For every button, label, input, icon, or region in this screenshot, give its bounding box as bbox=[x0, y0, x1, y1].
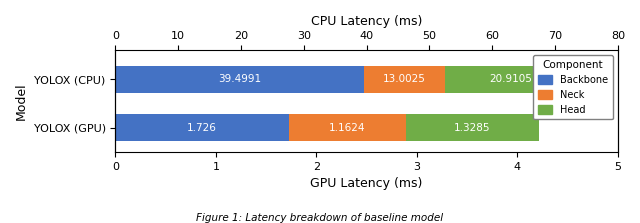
Bar bbox=[406, 114, 540, 141]
Bar bbox=[115, 114, 289, 141]
Bar bbox=[445, 66, 577, 93]
X-axis label: GPU Latency (ms): GPU Latency (ms) bbox=[310, 177, 423, 190]
Text: 1.3285: 1.3285 bbox=[454, 123, 491, 133]
Bar bbox=[289, 114, 406, 141]
Bar bbox=[115, 66, 364, 93]
Text: 20.9105: 20.9105 bbox=[490, 74, 532, 84]
Text: 1.1624: 1.1624 bbox=[329, 123, 365, 133]
Bar bbox=[364, 66, 445, 93]
Text: Figure 1: Latency breakdown of baseline model: Figure 1: Latency breakdown of baseline … bbox=[196, 213, 444, 223]
Text: 13.0025: 13.0025 bbox=[383, 74, 426, 84]
Y-axis label: Model: Model bbox=[15, 82, 28, 120]
Legend: Backbone, Neck, Head: Backbone, Neck, Head bbox=[533, 55, 613, 120]
X-axis label: CPU Latency (ms): CPU Latency (ms) bbox=[311, 15, 422, 28]
Text: 39.4991: 39.4991 bbox=[218, 74, 261, 84]
Text: 1.726: 1.726 bbox=[188, 123, 217, 133]
